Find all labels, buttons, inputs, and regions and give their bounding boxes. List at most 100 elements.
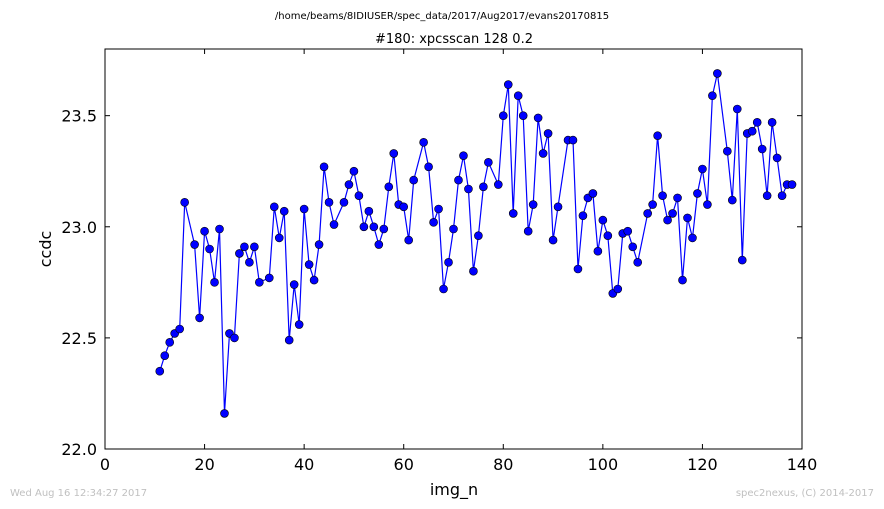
data-point xyxy=(220,409,229,418)
data-point xyxy=(668,209,677,218)
data-point xyxy=(464,184,473,194)
data-point xyxy=(354,191,364,200)
x-tick-label: 100 xyxy=(588,455,619,474)
data-point xyxy=(245,258,254,267)
data-point xyxy=(513,91,523,100)
data-point xyxy=(628,242,638,252)
data-point xyxy=(180,198,189,207)
data-point xyxy=(568,135,578,145)
x-tick-label: 120 xyxy=(687,455,718,474)
axes-frame xyxy=(104,48,803,450)
data-point xyxy=(623,226,633,236)
x-tick-label: 0 xyxy=(100,455,110,474)
data-point xyxy=(175,324,184,334)
data-point xyxy=(269,202,279,212)
data-point xyxy=(429,218,438,227)
data-point xyxy=(484,158,493,167)
data-point xyxy=(274,233,284,243)
x-tick-label: 80 xyxy=(493,455,513,474)
x-tick-label: 40 xyxy=(294,455,314,474)
data-point xyxy=(553,202,563,212)
data-point xyxy=(359,222,369,232)
y-tick-label: 23.5 xyxy=(61,107,97,126)
data-point xyxy=(409,175,418,185)
y-tick-label: 22.0 xyxy=(61,440,97,459)
data-point xyxy=(294,320,304,329)
data-point xyxy=(732,104,742,114)
data-point xyxy=(165,338,175,347)
footer-timestamp: Wed Aug 16 12:34:27 2017 xyxy=(10,488,148,499)
y-tick-label: 22.5 xyxy=(61,329,97,348)
data-point xyxy=(757,144,767,154)
data-point xyxy=(469,266,478,276)
data-point xyxy=(374,240,384,249)
data-point xyxy=(474,231,483,240)
data-point xyxy=(349,166,359,176)
data-point xyxy=(588,189,598,198)
data-point xyxy=(205,244,214,254)
data-point xyxy=(658,191,667,200)
data-point xyxy=(787,180,797,189)
data-point xyxy=(304,260,314,269)
data-point xyxy=(215,224,224,234)
data-point xyxy=(339,198,349,207)
data-point xyxy=(344,180,354,189)
data-point xyxy=(444,258,453,267)
data-point xyxy=(653,131,662,140)
data-point xyxy=(598,215,608,225)
data-point xyxy=(299,204,309,214)
data-point xyxy=(523,226,533,236)
data-point xyxy=(678,275,687,285)
chart-suptitle: /home/beams/8IDIUSER/spec_data/2017/Aug2… xyxy=(275,11,609,22)
data-point xyxy=(767,118,777,127)
data-point xyxy=(737,255,747,265)
data-point xyxy=(698,164,707,174)
data-point xyxy=(762,191,772,200)
chart-title: #180: xpcsscan 128 0.2 xyxy=(375,32,533,47)
data-point xyxy=(648,200,657,209)
data-point xyxy=(643,209,652,218)
data-point xyxy=(439,284,448,294)
data-point xyxy=(683,213,692,223)
data-point xyxy=(449,224,458,234)
data-point xyxy=(190,240,199,249)
data-point xyxy=(708,91,717,100)
data-point xyxy=(155,366,165,376)
data-point xyxy=(314,240,324,249)
data-point xyxy=(389,149,399,158)
data-point xyxy=(264,273,274,283)
data-point xyxy=(230,333,239,343)
data-point xyxy=(548,235,558,245)
data-point xyxy=(399,202,409,212)
data-point xyxy=(494,180,503,189)
data-point xyxy=(573,264,583,274)
data-point xyxy=(424,162,433,172)
data-point xyxy=(369,222,379,232)
x-tick-label: 20 xyxy=(194,455,214,474)
data-point xyxy=(593,246,603,256)
data-point xyxy=(693,189,702,198)
data-point xyxy=(279,206,289,216)
data-point xyxy=(459,151,468,160)
data-point xyxy=(613,284,623,294)
data-point xyxy=(319,162,329,172)
data-point xyxy=(309,275,319,285)
data-point xyxy=(255,278,264,287)
data-point xyxy=(284,335,294,345)
data-point xyxy=(364,206,374,216)
data-point xyxy=(727,195,737,205)
data-point xyxy=(543,129,553,138)
y-tick-label: 23.0 xyxy=(61,218,97,237)
data-point xyxy=(688,233,697,243)
data-point xyxy=(713,69,722,78)
data-point xyxy=(240,242,249,252)
data-point xyxy=(663,215,672,225)
data-point xyxy=(772,153,782,163)
data-point xyxy=(578,211,588,220)
data-point xyxy=(518,111,528,120)
data-point xyxy=(479,182,488,192)
data-point xyxy=(723,146,732,156)
data-point xyxy=(210,278,219,287)
data-point xyxy=(329,220,339,229)
